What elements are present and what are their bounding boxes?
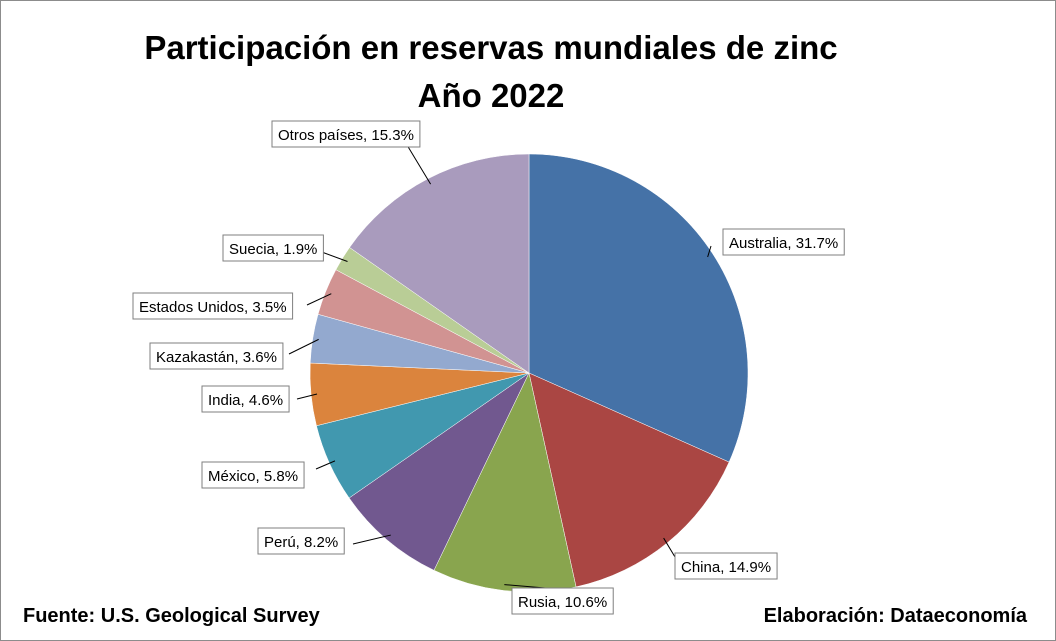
data-label: Otros países, 15.3% bbox=[271, 120, 421, 148]
leader-line bbox=[707, 245, 712, 258]
data-label: Kazakastán, 3.6% bbox=[149, 342, 284, 370]
leader-line bbox=[352, 534, 391, 545]
data-label-box bbox=[511, 587, 614, 615]
data-label-text: México, 5.8% bbox=[208, 468, 298, 485]
data-label-box bbox=[271, 120, 421, 148]
data-label-text: Kazakastán, 3.6% bbox=[156, 349, 277, 366]
data-label-box bbox=[222, 234, 324, 262]
data-label-box bbox=[257, 527, 345, 555]
data-label: Perú, 8.2% bbox=[257, 527, 345, 555]
data-label: Australia, 31.7% bbox=[722, 228, 845, 256]
data-label-box bbox=[132, 292, 294, 320]
pie-slice-per- bbox=[348, 372, 530, 571]
data-label-text: Estados Unidos, 3.5% bbox=[139, 299, 287, 316]
data-label: India, 4.6% bbox=[201, 385, 290, 413]
leader-line bbox=[663, 537, 676, 558]
leader-line bbox=[406, 144, 432, 185]
leader-line bbox=[306, 293, 332, 306]
data-label-text: Otros países, 15.3% bbox=[278, 127, 414, 144]
data-label-box bbox=[201, 385, 290, 413]
data-label: Estados Unidos, 3.5% bbox=[132, 292, 294, 320]
credit-note: Elaboración: Dataeconomía bbox=[763, 605, 1027, 627]
data-label-text: India, 4.6% bbox=[208, 392, 283, 409]
data-label: China, 14.9% bbox=[674, 552, 778, 580]
source-note: Fuente: U.S. Geological Survey bbox=[23, 605, 320, 627]
data-label-text: Suecia, 1.9% bbox=[229, 241, 317, 258]
data-label-text: Perú, 8.2% bbox=[264, 534, 338, 551]
pie-slice-china bbox=[528, 372, 730, 588]
data-label-box bbox=[722, 228, 845, 256]
data-label: México, 5.8% bbox=[201, 461, 305, 489]
leader-line bbox=[296, 393, 318, 400]
pie-slice-australia bbox=[528, 153, 749, 463]
leader-line bbox=[315, 460, 336, 470]
data-label-box bbox=[201, 461, 305, 489]
data-label: Suecia, 1.9% bbox=[222, 234, 324, 262]
chart-title: Participación en reservas mundiales de z… bbox=[144, 29, 838, 66]
leader-line bbox=[288, 338, 319, 355]
data-label-text: Australia, 31.7% bbox=[729, 235, 838, 252]
data-label: Rusia, 10.6% bbox=[511, 587, 614, 615]
data-label-text: Rusia, 10.6% bbox=[518, 594, 607, 611]
data-label-box bbox=[674, 552, 778, 580]
chart-subtitle: Año 2022 bbox=[417, 77, 565, 114]
data-label-text: China, 14.9% bbox=[681, 559, 771, 576]
data-label-box bbox=[149, 342, 284, 370]
